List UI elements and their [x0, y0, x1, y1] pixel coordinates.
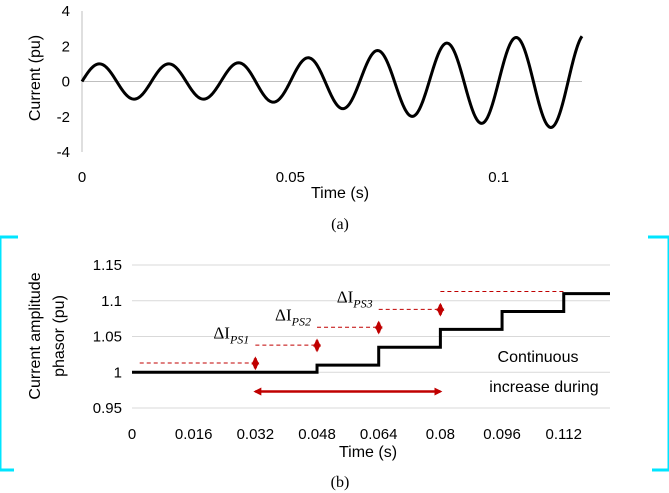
chart-b-x-label: Time (s) — [339, 444, 397, 461]
chart-a-y-tick-label: -4 — [57, 144, 70, 161]
chart-b-caption: (b) — [331, 474, 350, 491]
chart-b-x-tick-label: 0.112 — [546, 426, 582, 443]
chart-a-y-tick-label: 2 — [62, 38, 70, 55]
chart-b-y-tick-label: 1 — [114, 364, 122, 381]
chart-b-y-tick-label: 1.15 — [93, 257, 122, 274]
chart-a-x-tick-label: 0 — [78, 169, 86, 186]
chart-a-x-tick-label: 0.1 — [488, 169, 509, 186]
chart-a-y-tick-label: 0 — [62, 74, 70, 91]
chart-b: 0.95 1 1.05 1.1 1.15 0 0.016 0.032 0.048 0.064 0.… — [0, 235, 669, 491]
chart-b-y-tick-label: 1.05 — [93, 329, 122, 346]
chart-a-x-ticks: 0 0.05 0.1 — [78, 169, 509, 186]
chart-b-x-tick-label: 0.016 — [175, 426, 213, 443]
chart-b-annotation-line-2: increase during — [489, 379, 598, 396]
chart-b-delta-label: ΔIPS3 — [337, 288, 373, 311]
chart-a-x-tick-label: 0.05 — [276, 169, 305, 186]
chart-b-x-ticks: 0 0.016 0.032 0.048 0.064 0.08 0.096 0.112 — [128, 426, 582, 443]
chart-b-delta-label: ΔIPS1 — [213, 323, 249, 346]
chart-b-x-tick-label: 0.032 — [237, 426, 275, 443]
chart-b-y-label-line-1: Current amplitude — [27, 272, 44, 399]
chart-b-x-tick-label: 0 — [128, 426, 136, 443]
chart-b-step-line — [132, 292, 610, 374]
chart-b-y-tick-label: 0.95 — [93, 400, 122, 417]
chart-b-x-tick-label: 0.08 — [426, 426, 455, 443]
chart-b-annotation-line-1: Continuous — [498, 349, 579, 366]
chart-a-caption: (a) — [331, 216, 349, 233]
chart-b-x-tick-label: 0.064 — [360, 426, 398, 443]
chart-b-frame-right — [648, 235, 669, 472]
chart-a-x-label: Time (s) — [311, 185, 369, 202]
chart-b-x-tick-label: 0.048 — [298, 426, 336, 443]
chart-b-reference-lines — [139, 290, 564, 364]
chart-b-y-tick-label: 1.1 — [101, 293, 122, 310]
chart-b-y-ticks: 0.95 1 1.05 1.1 1.15 — [93, 257, 122, 417]
chart-a-y-tick-label: -2 — [57, 109, 70, 126]
chart-a-series-line — [80, 35, 584, 129]
chart-b-delta-label: ΔIPS2 — [275, 306, 311, 329]
chart-a-y-ticks: -4 -2 0 2 4 — [57, 3, 70, 161]
chart-a-y-label: Current (pu) — [27, 35, 44, 121]
chart-b-frame — [0, 235, 18, 472]
chart-a-y-tick-label: 4 — [62, 3, 70, 20]
chart-b-delta-arrows: ΔIPS1 ΔIPS2 ΔIPS3 — [213, 288, 445, 371]
chart-b-x-tick-label: 0.096 — [483, 426, 521, 443]
chart-a: -4 -2 0 2 4 0 0.05 0.1 Time (s) Current (pu) (… — [27, 3, 584, 233]
chart-b-y-label-line-2: phasor (pu) — [51, 295, 68, 377]
